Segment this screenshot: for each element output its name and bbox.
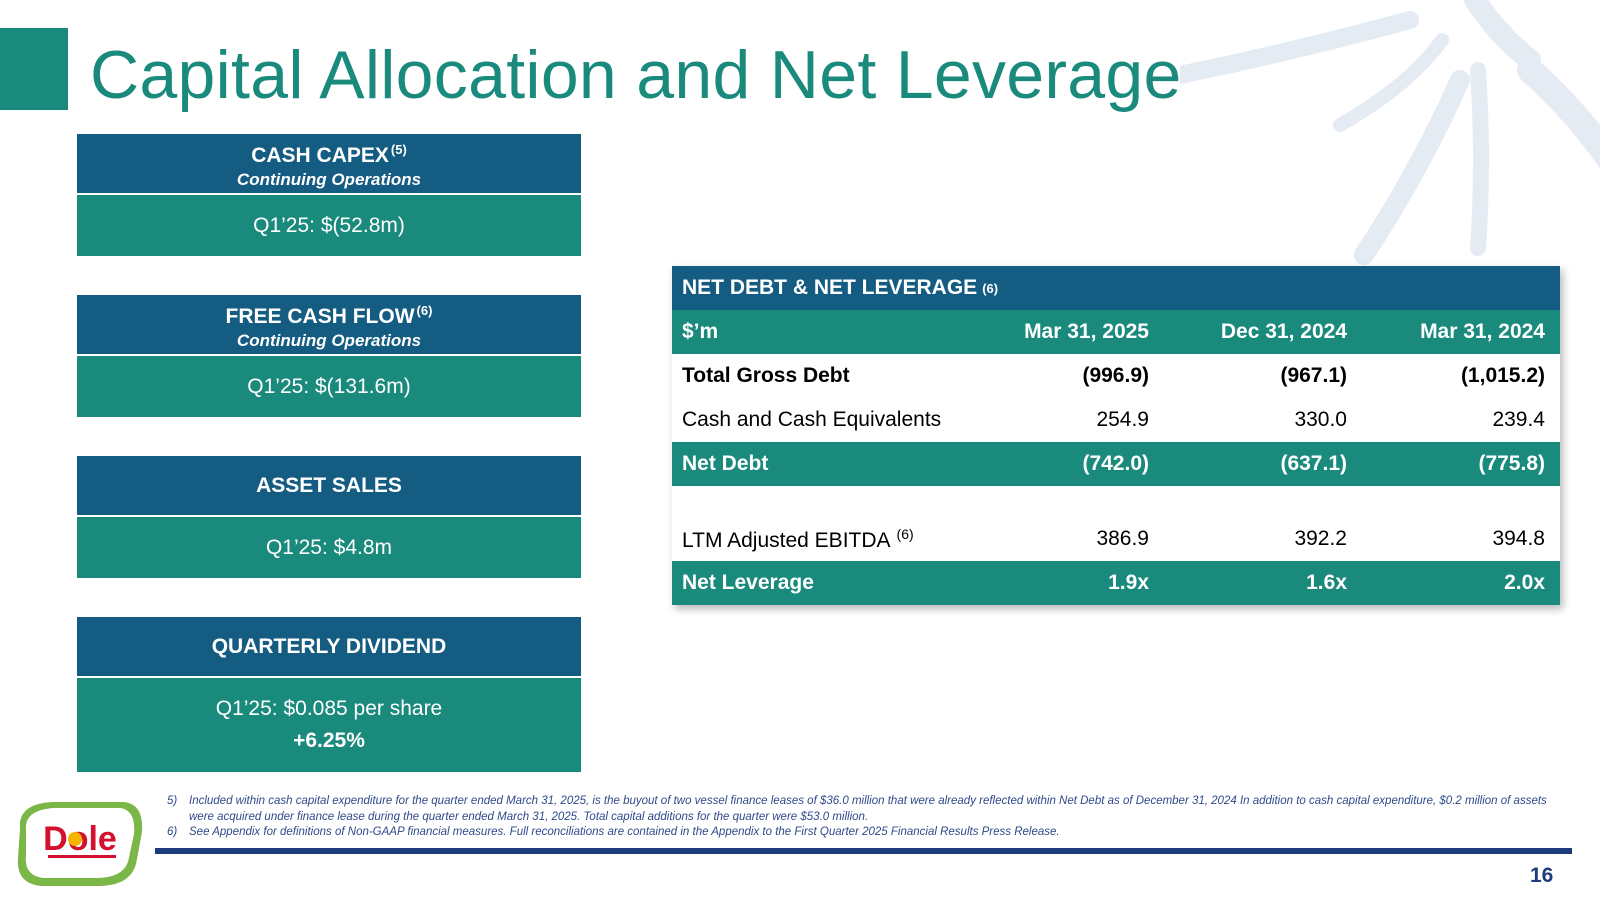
row-label: Net Leverage [682,571,814,594]
cell-value: 394.8 [1492,527,1545,550]
net-debt-table: NET DEBT & NET LEVERAGE (6) $’m Mar 31, 2… [672,266,1560,605]
cell-value: (775.8) [1478,452,1545,475]
cell-value: 254.9 [1096,408,1149,431]
footnote-ref: (6) [416,302,433,318]
page-number: 16 [1530,864,1554,887]
footnote-ref: (6) [982,280,999,296]
card-header: FREE CASH FLOW (6) Continuing Operations [77,295,581,356]
card-title-text: FREE CASH FLOW [225,304,415,328]
footnote-text: See Appendix for definitions of Non-GAAP… [189,826,1060,838]
cell-value: (996.9) [1082,364,1149,387]
cell-value: (967.1) [1280,364,1347,387]
footnote: 6) See Appendix for definitions of Non-G… [167,825,1547,841]
cash-capex-card: CASH CAPEX (5) Continuing Operations Q1’2… [77,134,581,256]
footnote-ref: (5) [390,141,407,157]
card-body: Q1’25: $(52.8m) [77,195,581,256]
footnote-ref: (6) [896,525,914,542]
footnote-number: 5) [167,795,178,807]
table-row: Total Gross Debt (996.9) (967.1) (1,015.… [672,354,1560,398]
footnote: 5) Included within cash capital expendit… [167,794,1547,825]
table-title: NET DEBT & NET LEVERAGE (6) [672,266,1560,310]
cell-value: (742.0) [1082,452,1149,475]
table-row: LTM Adjusted EBITDA (6) 386.9 392.2 394.8 [672,517,1560,561]
card-body: Q1’25: $0.085 per share +6.25% [77,678,581,772]
footnotes: 5) Included within cash capital expendit… [167,794,1547,841]
page-title: Capital Allocation and Net Leverage [90,37,1182,113]
row-label: Net Debt [682,452,769,475]
column-header: Mar 31, 2025 [1024,320,1149,343]
sun-rays-decoration [1180,0,1600,265]
row-label-text: LTM Adjusted EBITDA [682,528,891,552]
cell-value: 2.0x [1504,571,1545,594]
table-header-row: $’m Mar 31, 2025 Dec 31, 2024 Mar 31, 20… [672,310,1560,354]
card-header: ASSET SALES [77,456,581,517]
card-title: CASH CAPEX (5) [77,137,581,169]
table-row: Cash and Cash Equivalents 254.9 330.0 23… [672,398,1560,442]
cell-value: 330.0 [1294,408,1347,431]
card-title: ASSET SALES [256,473,402,497]
card-value: Q1’25: $(131.6m) [247,374,411,398]
card-header: QUARTERLY DIVIDEND [77,617,581,678]
table-spacer [672,486,1560,517]
card-body: Q1’25: $4.8m [77,517,581,578]
card-value: Q1’25: $(52.8m) [253,213,405,237]
title-accent-block [0,28,68,110]
cell-value: 1.6x [1306,571,1347,594]
row-label: Total Gross Debt [682,364,850,387]
bottom-rule [155,848,1572,854]
table-title-text: NET DEBT & NET LEVERAGE [682,276,978,299]
cell-value: 386.9 [1096,527,1149,550]
cell-value: 392.2 [1294,527,1347,550]
row-label: Cash and Cash Equivalents [682,408,942,431]
footnote-text: Included within cash capital expenditure… [189,795,1547,823]
dole-logo: Dole [17,802,143,886]
card-subtitle: Continuing Operations [236,169,422,189]
table-row: Net Leverage 1.9x 1.6x 2.0x [672,561,1560,605]
card-title-text: CASH CAPEX [251,143,389,167]
card-value: Q1’25: $4.8m [265,535,393,559]
column-header: Dec 31, 2024 [1220,320,1347,343]
card-body: Q1’25: $(131.6m) [77,356,581,417]
column-header: Mar 31, 2024 [1420,320,1545,343]
asset-sales-card: ASSET SALES Q1’25: $4.8m [77,456,581,578]
table-row: Net Debt (742.0) (637.1) (775.8) [672,442,1560,486]
cell-value: (1,015.2) [1460,364,1545,387]
card-title: FREE CASH FLOW (6) [77,298,581,330]
card-value: Q1’25: $0.085 per share [215,697,443,720]
card-title: QUARTERLY DIVIDEND [211,634,447,658]
column-header: $’m [682,320,719,343]
cell-value: (637.1) [1280,452,1347,475]
free-cash-flow-card: FREE CASH FLOW (6) Continuing Operations … [77,295,581,417]
row-label: LTM Adjusted EBITDA (6) [682,526,969,553]
dividend-change: +6.25% [293,729,365,752]
quarterly-dividend-card: QUARTERLY DIVIDEND Q1’25: $0.085 per sha… [77,617,581,772]
cell-value: 239.4 [1492,408,1545,431]
card-subtitle: Continuing Operations [236,330,422,350]
footnote-number: 6) [167,826,178,838]
cell-value: 1.9x [1108,571,1149,594]
card-header: CASH CAPEX (5) Continuing Operations [77,134,581,195]
